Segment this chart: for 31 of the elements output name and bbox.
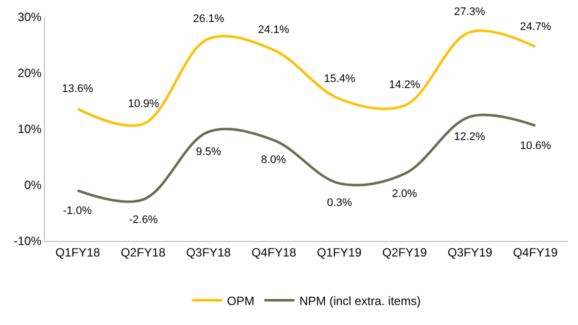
data-label: 14.2% [389, 79, 420, 91]
data-label: 2.0% [392, 188, 418, 200]
data-label: 13.6% [62, 83, 94, 95]
data-label: -2.6% [129, 214, 158, 226]
y-tick-label: -10% [14, 234, 42, 248]
data-label: 15.4% [324, 73, 356, 85]
x-tick-label: Q4FY18 [251, 245, 296, 260]
y-tick-label: 20% [18, 66, 42, 80]
data-label: 27.3% [454, 6, 486, 18]
data-label: 12.2% [454, 131, 486, 143]
x-tick-label: Q4FY19 [512, 245, 558, 260]
data-label: 0.3% [327, 197, 352, 209]
data-label: 10.6% [520, 140, 552, 152]
legend-label: NPM (incl extra. items) [299, 294, 421, 308]
data-label: 24.7% [520, 21, 552, 33]
data-label: 8.0% [261, 154, 286, 166]
legend-label: OPM [227, 294, 254, 308]
x-tick-label: Q3FY19 [448, 245, 493, 260]
y-tick-label: 0% [24, 178, 42, 192]
data-label: 9.5% [196, 146, 222, 158]
y-tick-label: 10% [18, 122, 42, 136]
x-tick-label: Q2FY18 [120, 245, 166, 260]
x-tick-label: Q1FY18 [55, 245, 100, 260]
x-tick-label: Q2FY19 [382, 245, 428, 260]
data-label: -1.0% [63, 205, 92, 217]
y-tick-label: 30% [18, 10, 42, 24]
data-label: 24.1% [258, 24, 290, 36]
x-tick-label: Q1FY19 [316, 245, 362, 260]
data-label: 26.1% [193, 13, 224, 25]
data-label: 10.9% [128, 98, 160, 110]
x-tick-label: Q3FY18 [186, 245, 232, 260]
